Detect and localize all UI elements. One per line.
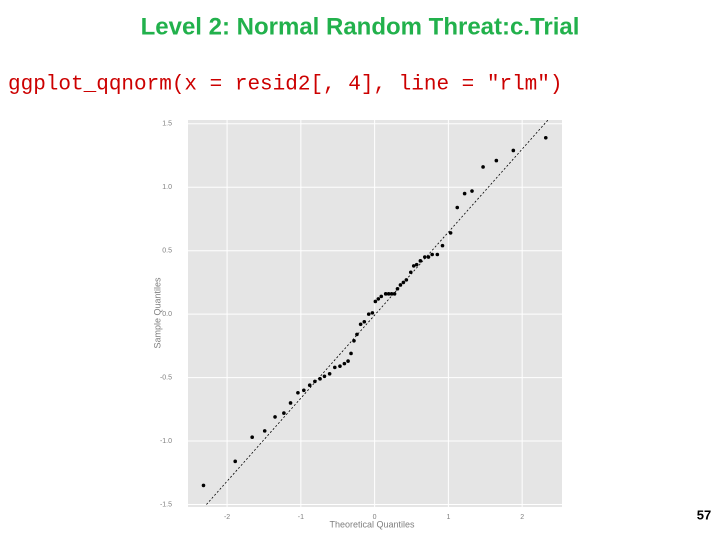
point	[366, 312, 371, 316]
point	[389, 292, 394, 296]
point	[233, 459, 238, 464]
point	[386, 292, 391, 296]
point	[376, 297, 381, 301]
x-tick-label: 2	[520, 514, 524, 521]
reference-line	[206, 120, 549, 505]
point	[370, 311, 375, 315]
slide-title: Level 2: Normal Random Threat:c.Trial	[141, 13, 580, 40]
point	[398, 283, 403, 287]
point	[307, 383, 312, 387]
point	[332, 365, 337, 370]
point	[288, 401, 293, 405]
point	[455, 205, 460, 210]
point	[262, 429, 267, 433]
point	[414, 262, 419, 267]
point	[201, 483, 206, 488]
x-tick-label: 0	[373, 514, 377, 521]
x-tick-label: 1	[446, 514, 450, 521]
y-tick-label: -1.5	[160, 501, 172, 508]
point	[494, 158, 499, 163]
x-axis-label: Theoretical Quantiles	[329, 519, 415, 529]
point	[282, 411, 286, 415]
code-line: ggplot_qqnorm(x = resid2[, 4], line = "r…	[8, 74, 563, 97]
point	[392, 292, 397, 296]
point	[302, 388, 306, 393]
point	[435, 252, 440, 257]
point	[346, 359, 350, 363]
point	[349, 351, 353, 356]
point	[448, 231, 453, 235]
point	[408, 270, 413, 275]
point	[481, 165, 485, 169]
slide-number: 57	[697, 507, 711, 522]
point	[313, 379, 317, 384]
y-tick-label: 1.5	[162, 121, 172, 128]
point	[411, 264, 416, 268]
point	[296, 391, 300, 395]
point	[379, 294, 384, 299]
x-tick-label: -1	[298, 514, 304, 521]
y-tick-label: 1.0	[162, 184, 172, 191]
point	[373, 299, 378, 304]
point	[430, 252, 434, 257]
y-axis-label: Sample Quantiles	[152, 277, 162, 349]
point	[401, 280, 406, 285]
point	[511, 148, 516, 153]
point	[358, 322, 363, 327]
point	[383, 292, 388, 296]
y-tick-label: -0.5	[160, 374, 172, 381]
point	[462, 191, 467, 196]
point	[395, 286, 400, 291]
y-tick-label: 0.0	[162, 311, 172, 318]
point	[322, 374, 327, 379]
y-tick-label: -1.0	[160, 438, 172, 445]
point	[426, 255, 431, 259]
point	[470, 189, 474, 193]
point	[362, 319, 367, 324]
point	[318, 377, 322, 381]
point	[327, 371, 332, 376]
point	[422, 255, 427, 259]
point	[355, 332, 359, 337]
point	[352, 338, 356, 343]
point	[543, 135, 548, 140]
y-tick-label: 0.5	[162, 248, 172, 255]
point	[338, 364, 342, 368]
point	[250, 435, 254, 440]
point	[418, 259, 423, 263]
x-tick-label: -2	[224, 514, 230, 521]
point	[273, 415, 277, 419]
point	[404, 278, 409, 282]
point	[440, 243, 445, 248]
point	[342, 361, 347, 366]
